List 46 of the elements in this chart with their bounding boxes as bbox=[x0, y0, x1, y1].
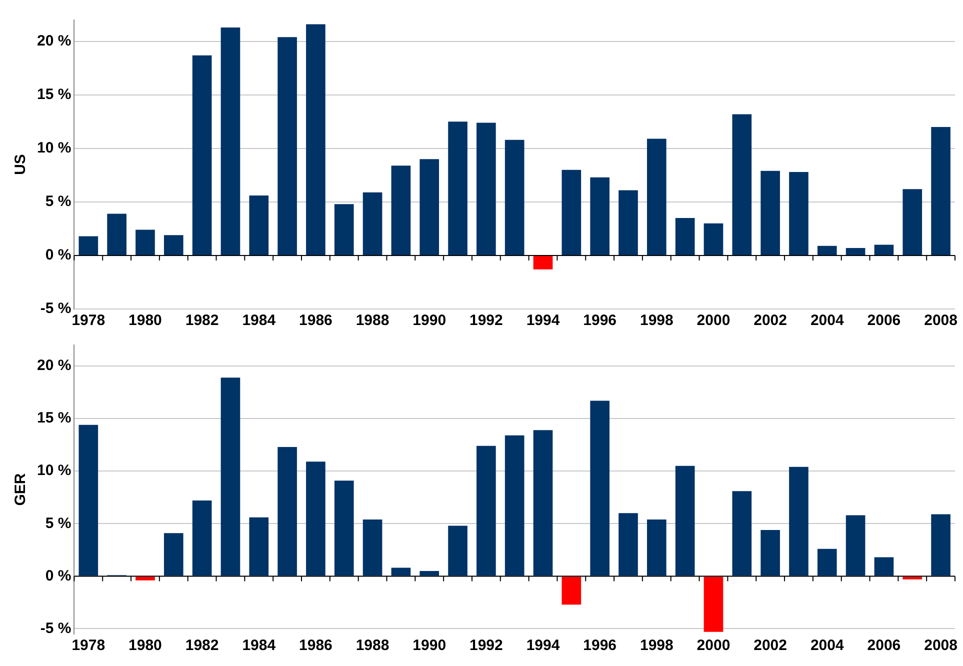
y-tick-label: 5 % bbox=[45, 514, 72, 532]
y-tick-label: -5 % bbox=[40, 620, 72, 637]
x-tick-label: 1982 bbox=[185, 312, 219, 330]
y-tick-label: 15 % bbox=[36, 86, 72, 104]
x-tick-label: 1996 bbox=[583, 312, 617, 330]
x-tick-label: 1988 bbox=[356, 637, 390, 654]
y-tick-label: -5 % bbox=[40, 300, 72, 318]
x-tick-label: 1978 bbox=[72, 312, 106, 330]
x-tick-label: 1980 bbox=[128, 312, 162, 330]
y-tick-label: 15 % bbox=[36, 410, 72, 427]
x-tick-label: 2008 bbox=[924, 312, 958, 330]
x-tick-label: 1994 bbox=[526, 312, 560, 330]
y-tick-label: 10 % bbox=[36, 462, 72, 480]
y-axis-title: US bbox=[12, 154, 30, 175]
y-tick-label: 0 % bbox=[45, 567, 72, 584]
y-tick-label: 20 % bbox=[36, 357, 72, 374]
x-tick-label: 1992 bbox=[469, 637, 503, 654]
x-tick-label: 2006 bbox=[867, 637, 901, 654]
y-tick-label: 10 % bbox=[36, 140, 72, 157]
x-tick-label: 2004 bbox=[810, 312, 844, 330]
x-tick-label: 1980 bbox=[128, 637, 162, 654]
x-tick-label: 2006 bbox=[867, 312, 901, 330]
x-tick-label: 1986 bbox=[299, 637, 332, 654]
x-tick-label: 1990 bbox=[412, 637, 446, 654]
y-tick-label: 20 % bbox=[36, 32, 72, 50]
x-tick-label: 1984 bbox=[242, 637, 276, 654]
y-axis-title: GER bbox=[12, 473, 30, 506]
y-tick-label: 5 % bbox=[45, 193, 72, 210]
y-tick-label: 0 % bbox=[45, 246, 72, 264]
x-tick-label: 1998 bbox=[640, 312, 674, 330]
x-tick-label: 1994 bbox=[526, 637, 560, 654]
x-tick-label: 1986 bbox=[299, 312, 332, 330]
x-tick-label: 1988 bbox=[356, 312, 390, 330]
x-tick-label: 1992 bbox=[469, 312, 503, 330]
x-tick-label: 2002 bbox=[754, 637, 787, 654]
x-tick-label: 1978 bbox=[72, 637, 106, 654]
x-tick-label: 2008 bbox=[924, 637, 958, 654]
x-tick-label: 2004 bbox=[810, 637, 844, 654]
x-tick-label: 1998 bbox=[640, 637, 674, 654]
x-tick-label: 2002 bbox=[754, 312, 787, 330]
x-tick-label: 1984 bbox=[242, 312, 276, 330]
x-tick-label: 1996 bbox=[583, 637, 617, 654]
x-tick-label: 2000 bbox=[696, 312, 730, 330]
x-tick-label: 2000 bbox=[696, 637, 730, 654]
x-tick-label: 1982 bbox=[185, 637, 219, 654]
x-tick-label: 1990 bbox=[412, 312, 446, 330]
